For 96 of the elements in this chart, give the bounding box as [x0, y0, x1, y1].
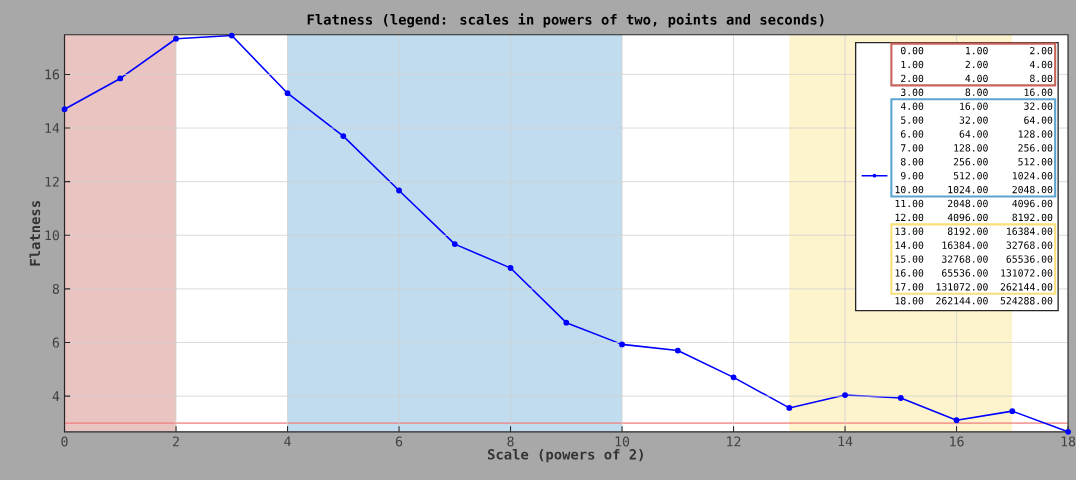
annotation: 1024.00: [948, 185, 988, 194]
annotation: 65536.00: [1006, 255, 1053, 263]
annotation: 32768.00: [1006, 241, 1053, 249]
annotation: 262144.00: [936, 296, 988, 305]
point: [1009, 408, 1016, 414]
point: [117, 75, 124, 82]
y-tick-label: 6: [52, 337, 60, 348]
point: [284, 90, 291, 96]
annotation: 10.00: [895, 185, 924, 194]
annotation: 128.00: [954, 144, 988, 152]
annotation: 8.00: [900, 157, 924, 166]
annotation: 2.00: [965, 60, 988, 69]
annotation: 6.00: [901, 130, 924, 138]
annotation: 64.00: [1024, 116, 1053, 124]
point: [173, 35, 179, 42]
annotation: 32768.00: [942, 255, 988, 263]
annotation: 4096.00: [1012, 199, 1053, 207]
point: [563, 319, 570, 326]
annotation: 128.00: [1018, 130, 1053, 138]
point: [953, 417, 960, 423]
annotation: 18.00: [895, 296, 924, 305]
x-tick-label: 4: [284, 436, 291, 446]
x-tick-label: 18: [1061, 436, 1076, 447]
annotation: 2.00: [1030, 46, 1053, 55]
x-tick-label: 10: [615, 436, 630, 447]
x-tick-label: 14: [838, 436, 853, 446]
point: [228, 32, 235, 39]
annotation: 4096.00: [947, 213, 988, 221]
point: [619, 341, 625, 348]
annotation: 32.00: [1024, 102, 1053, 110]
annotation: 16.00: [1024, 88, 1053, 96]
annotation: 8192.00: [947, 227, 988, 235]
x-tick-label: 12: [727, 436, 741, 447]
point: [786, 404, 793, 411]
x-tick-label: 6: [395, 436, 403, 447]
x-tick-label: 16: [950, 436, 964, 447]
annotation: 5.00: [901, 116, 924, 124]
annotation: 1024.00: [1012, 171, 1053, 180]
point: [1065, 428, 1071, 435]
annotation: 32.00: [959, 116, 988, 124]
annotation: 2.00: [901, 74, 924, 82]
x-tick-label: 2: [173, 436, 179, 447]
annotation: 8.00: [1030, 74, 1053, 82]
annotation: 131072.00: [1001, 269, 1053, 277]
annotation: 9.00: [900, 171, 924, 180]
annotation: 8192.00: [1012, 213, 1053, 221]
annotation: 131072.00: [936, 282, 988, 291]
y-tick-label: 8: [52, 283, 60, 294]
point: [61, 106, 68, 112]
chart-title: Flatness (legend: scales in powers of two, points and seconds): [307, 13, 824, 28]
point: [507, 264, 514, 271]
point: [730, 374, 737, 381]
annotation: 16384.00: [942, 241, 988, 249]
y-tick-label: 12: [45, 176, 59, 187]
annotation: 1.00: [966, 46, 988, 55]
annotation: 16384.00: [1007, 227, 1053, 235]
y-tick-label: 16: [45, 69, 60, 80]
x-tick-label: 8: [507, 436, 514, 447]
annotation: 17.00: [895, 282, 924, 291]
annotation: 4.00: [965, 74, 988, 82]
annotation: 16.00: [895, 269, 924, 277]
annotation: 14.00: [895, 241, 924, 249]
annotation: 12.00: [895, 213, 924, 221]
point: [674, 347, 681, 354]
annotation: 4.00: [900, 102, 924, 110]
point: [842, 391, 848, 398]
annotation: 8.00: [965, 88, 988, 96]
annotation: 2048.00: [947, 199, 988, 207]
annotation: 7.00: [901, 144, 924, 152]
point: [897, 394, 904, 401]
annotation: 16.00: [960, 102, 988, 110]
annotation: 3.00: [901, 88, 924, 96]
point: [451, 241, 458, 247]
x-axis-title: Scale (powers of 2): [487, 448, 643, 463]
annotation: 256.00: [1018, 144, 1053, 152]
annotation: 512.00: [953, 171, 988, 180]
annotation: 64.00: [959, 130, 988, 138]
annotation: 0.00: [901, 46, 924, 55]
y-axis-title: Flatness: [29, 200, 41, 266]
annotation: 512.00: [1018, 157, 1053, 166]
point: [396, 187, 402, 194]
annotation: 4.00: [1029, 60, 1053, 69]
annotation: 11.00: [895, 199, 924, 207]
annotation: 256.00: [953, 157, 988, 166]
y-tick-label: 10: [45, 230, 60, 241]
annotation: 1.00: [901, 60, 924, 69]
annotation: 262144.00: [1000, 282, 1053, 291]
annotation: 65536.00: [942, 269, 988, 277]
point: [340, 132, 347, 139]
y-tick-label: 4: [52, 391, 60, 401]
annotation: 13.00: [895, 227, 924, 235]
y-tick-label: 14: [45, 123, 60, 133]
annotation: 15.00: [895, 255, 924, 263]
x-tick-label: 0: [61, 436, 68, 447]
annotation: 524288.00: [1000, 296, 1053, 305]
annotation: 2048.00: [1012, 185, 1053, 194]
